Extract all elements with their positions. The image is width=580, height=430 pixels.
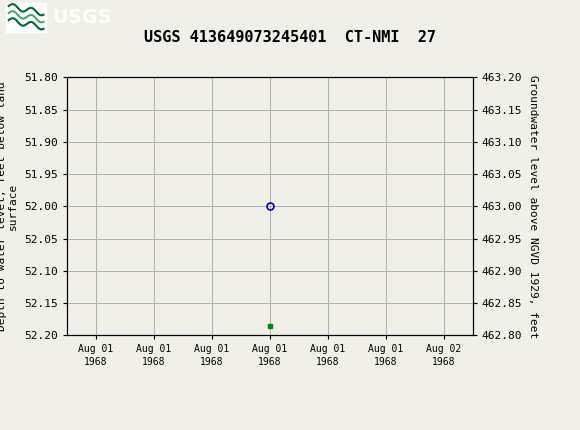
Y-axis label: Groundwater level above NGVD 1929, feet: Groundwater level above NGVD 1929, feet [528,75,538,338]
Text: USGS: USGS [52,8,112,27]
FancyBboxPatch shape [6,3,46,32]
Y-axis label: Depth to water level, feet below land
surface: Depth to water level, feet below land su… [0,82,19,331]
Text: USGS 413649073245401  CT-NMI  27: USGS 413649073245401 CT-NMI 27 [144,30,436,45]
